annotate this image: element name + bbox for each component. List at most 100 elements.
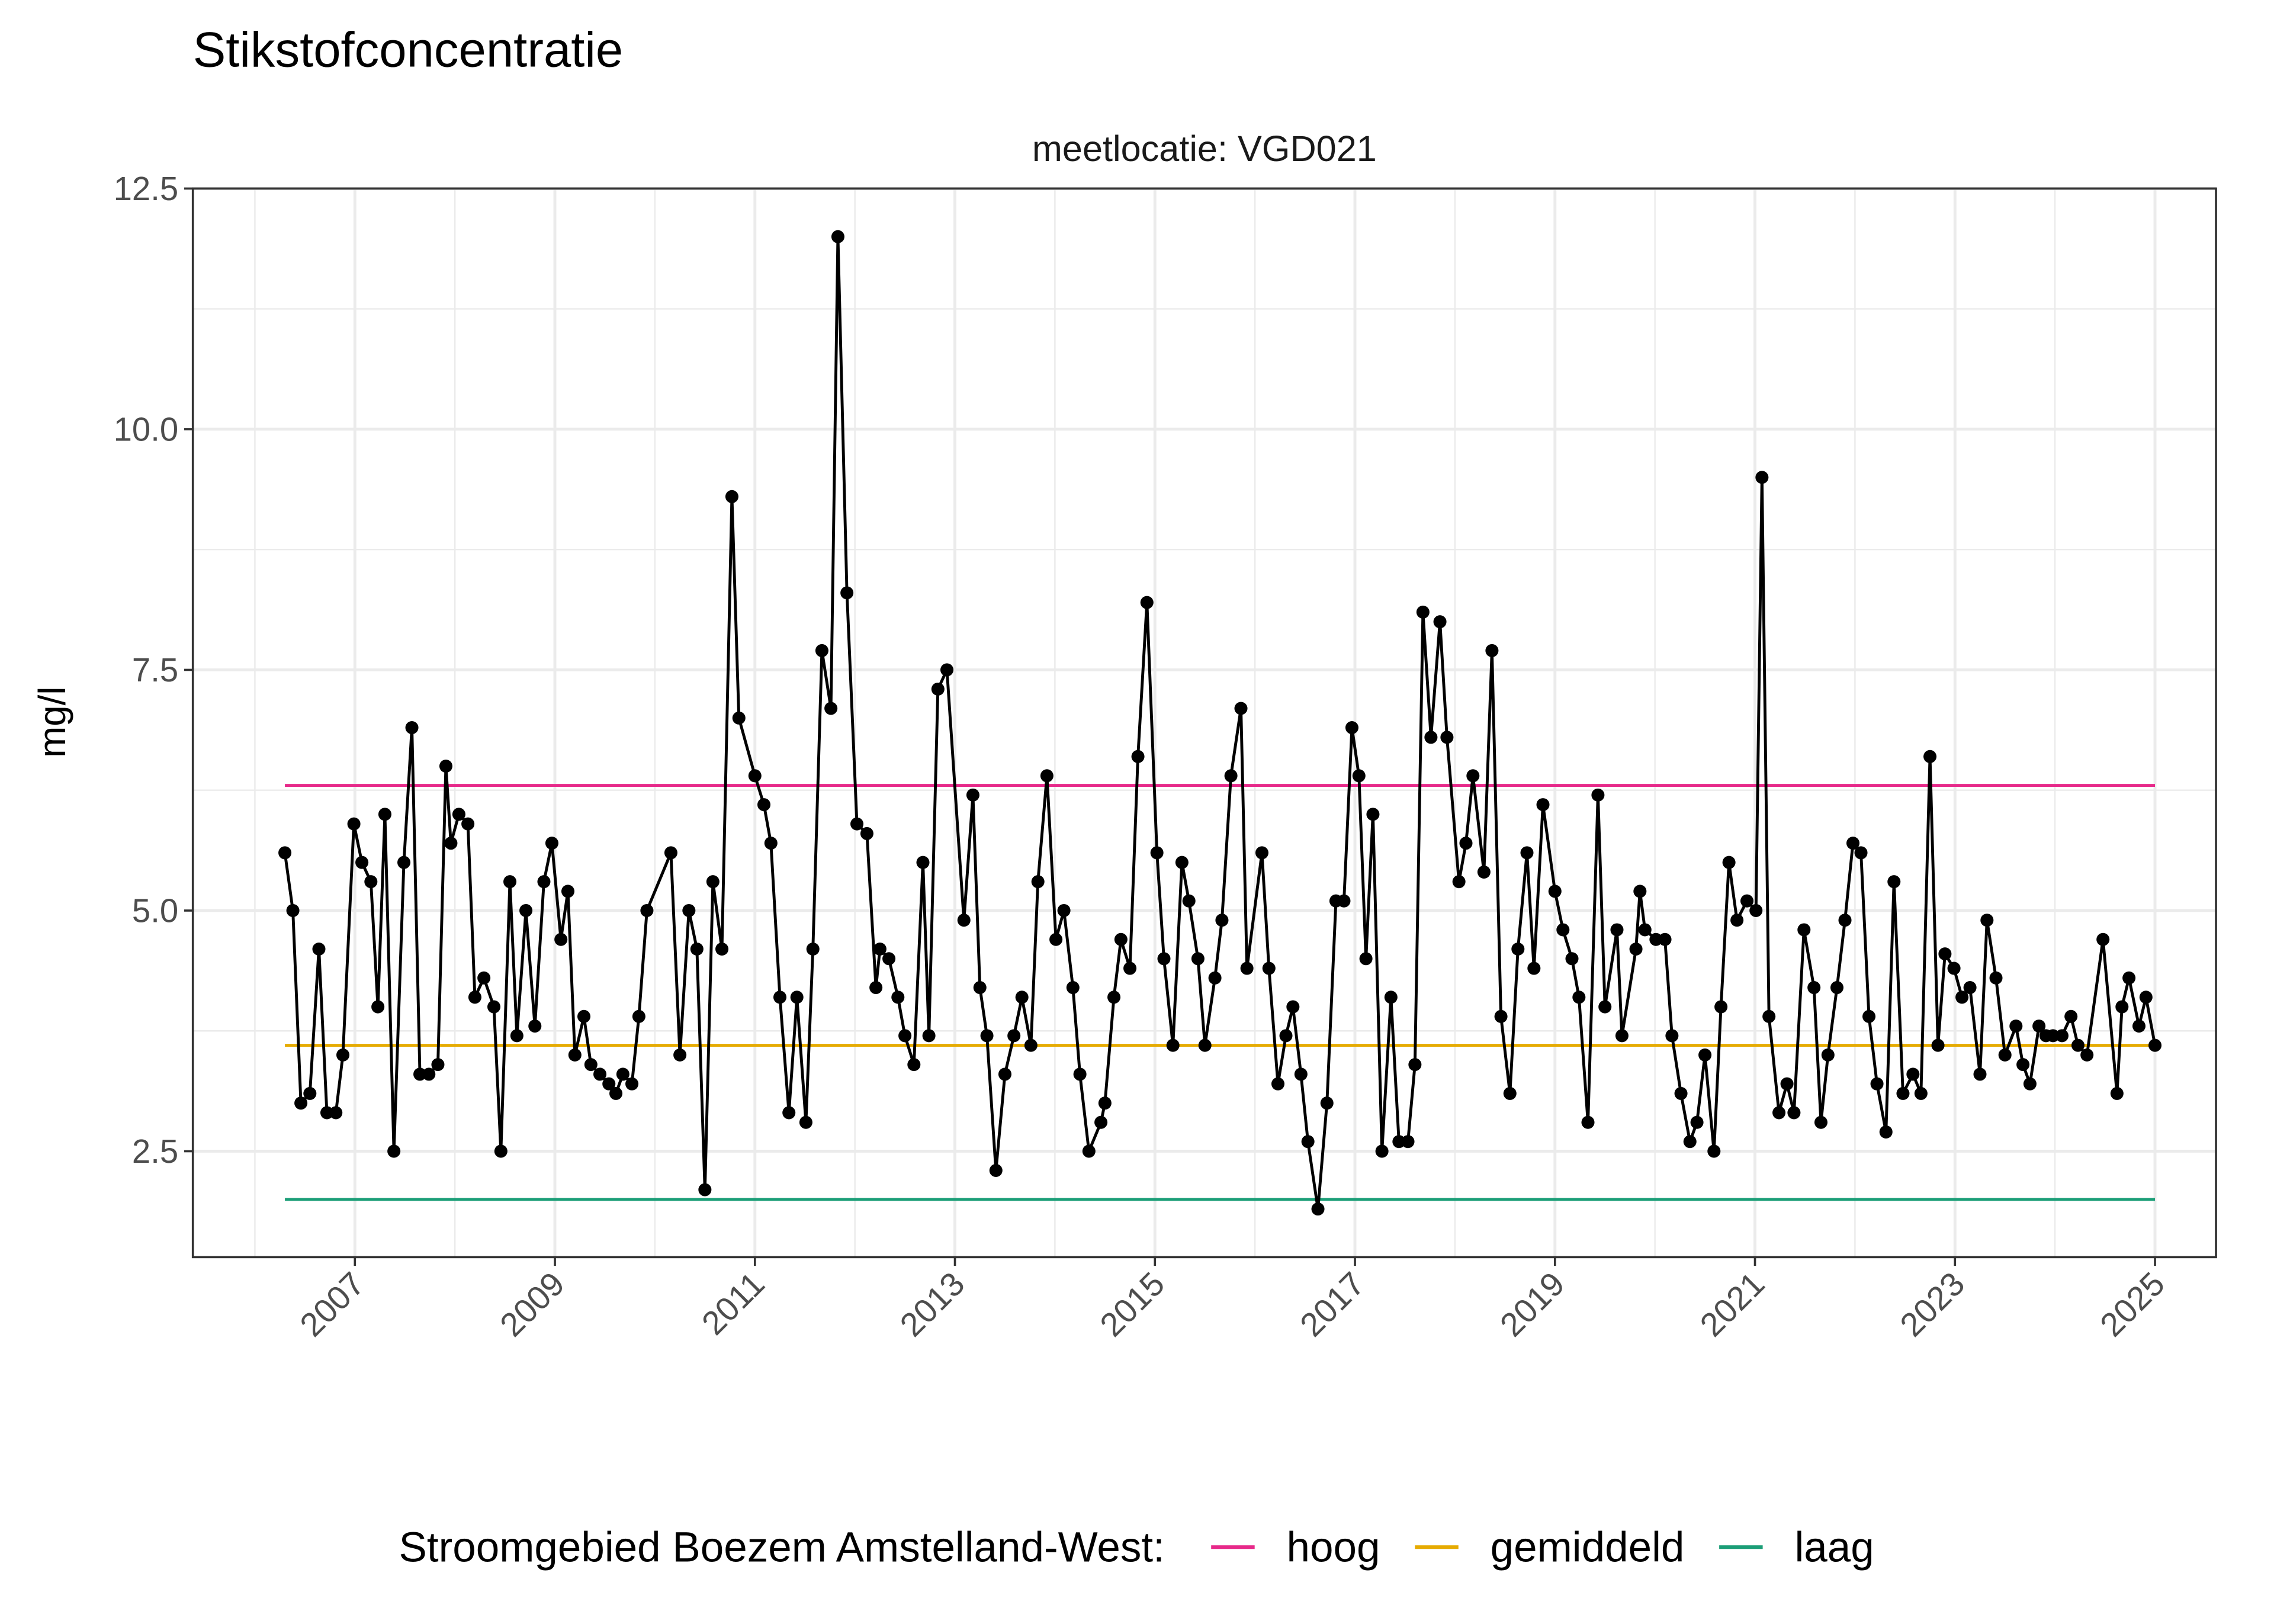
data-point bbox=[1862, 1009, 1876, 1023]
data-point bbox=[312, 942, 326, 956]
data-point bbox=[1477, 865, 1491, 879]
data-point bbox=[891, 991, 905, 1004]
data-point bbox=[1359, 952, 1373, 966]
data-point bbox=[2009, 1020, 2023, 1033]
data-point bbox=[1175, 856, 1189, 869]
data-point bbox=[1998, 1048, 2012, 1062]
data-point bbox=[1633, 885, 1647, 898]
data-point bbox=[278, 846, 292, 860]
data-point bbox=[748, 769, 762, 783]
data-point bbox=[1527, 961, 1541, 975]
data-point bbox=[1015, 991, 1029, 1004]
data-point bbox=[1838, 914, 1852, 927]
data-point bbox=[286, 903, 300, 917]
data-point bbox=[898, 1029, 912, 1043]
y-tick-label: 2.5 bbox=[132, 1133, 178, 1170]
data-point bbox=[973, 981, 987, 995]
data-point bbox=[1424, 731, 1438, 744]
data-point bbox=[1494, 1009, 1508, 1023]
data-point bbox=[1683, 1135, 1697, 1149]
data-point bbox=[1938, 947, 1952, 961]
data-point bbox=[2115, 1000, 2129, 1014]
data-point bbox=[1198, 1038, 1212, 1052]
data-point bbox=[1887, 875, 1901, 889]
data-point bbox=[1007, 1029, 1021, 1043]
data-point bbox=[1401, 1135, 1415, 1149]
data-point bbox=[882, 952, 896, 966]
data-point bbox=[757, 798, 771, 812]
data-point bbox=[1157, 952, 1171, 966]
data-point bbox=[1807, 981, 1821, 995]
data-point bbox=[602, 1077, 616, 1091]
data-point bbox=[706, 875, 720, 889]
data-point bbox=[2080, 1048, 2094, 1062]
data-point bbox=[1896, 1086, 1910, 1100]
data-point bbox=[1980, 914, 1994, 927]
data-point bbox=[815, 644, 828, 657]
y-tick-label: 7.5 bbox=[132, 651, 178, 689]
data-point bbox=[1511, 942, 1525, 956]
data-point bbox=[1123, 961, 1137, 975]
data-point bbox=[840, 586, 854, 600]
data-point bbox=[371, 1000, 385, 1014]
data-point bbox=[824, 702, 838, 715]
data-point bbox=[561, 885, 575, 898]
data-point bbox=[625, 1077, 639, 1091]
data-point bbox=[922, 1029, 936, 1043]
y-tick-label: 5.0 bbox=[132, 892, 178, 930]
data-point bbox=[1787, 1106, 1801, 1120]
data-point bbox=[2016, 1058, 2030, 1072]
data-point bbox=[1485, 644, 1499, 657]
data-point bbox=[1572, 991, 1586, 1004]
data-point bbox=[940, 663, 954, 677]
data-point bbox=[1536, 798, 1550, 812]
data-point bbox=[2023, 1077, 2037, 1091]
data-point bbox=[1730, 914, 1744, 927]
legend-label: hoog bbox=[1287, 1525, 1380, 1571]
data-point bbox=[1040, 769, 1054, 783]
data-point bbox=[1503, 1086, 1517, 1100]
data-point bbox=[2122, 971, 2136, 985]
data-point bbox=[850, 817, 864, 831]
data-point bbox=[989, 1163, 1003, 1178]
data-point bbox=[1947, 961, 1961, 975]
data-point bbox=[1931, 1038, 1945, 1052]
data-point bbox=[537, 875, 551, 889]
data-point bbox=[528, 1020, 542, 1033]
data-point bbox=[1066, 981, 1080, 995]
data-point bbox=[632, 1009, 645, 1023]
data-point bbox=[477, 971, 491, 985]
data-point bbox=[1024, 1038, 1038, 1052]
data-point bbox=[2071, 1038, 2085, 1052]
data-point bbox=[1392, 1135, 1406, 1149]
data-point bbox=[916, 856, 930, 869]
data-point bbox=[1879, 1125, 1893, 1139]
data-point bbox=[519, 903, 533, 917]
data-point bbox=[1107, 991, 1121, 1004]
data-point bbox=[577, 1009, 591, 1023]
data-point bbox=[1714, 1000, 1728, 1014]
data-point bbox=[732, 711, 746, 725]
data-point bbox=[1452, 875, 1466, 889]
data-point bbox=[1780, 1077, 1794, 1091]
data-point bbox=[1208, 971, 1222, 985]
data-point bbox=[1459, 837, 1473, 850]
data-point bbox=[1320, 1096, 1334, 1110]
data-point bbox=[494, 1144, 508, 1158]
data-point bbox=[1279, 1029, 1293, 1043]
data-point bbox=[1140, 596, 1154, 609]
data-point bbox=[1234, 702, 1248, 715]
data-point bbox=[1755, 471, 1769, 484]
data-point bbox=[907, 1058, 921, 1072]
data-point bbox=[1740, 894, 1754, 908]
data-point bbox=[860, 827, 873, 840]
data-point bbox=[1649, 932, 1663, 946]
data-point bbox=[1749, 903, 1763, 917]
data-point bbox=[873, 942, 887, 956]
data-point bbox=[2139, 991, 2153, 1004]
data-point bbox=[1591, 788, 1605, 802]
data-point bbox=[869, 981, 883, 995]
data-point bbox=[413, 1067, 427, 1081]
data-point bbox=[364, 875, 378, 889]
